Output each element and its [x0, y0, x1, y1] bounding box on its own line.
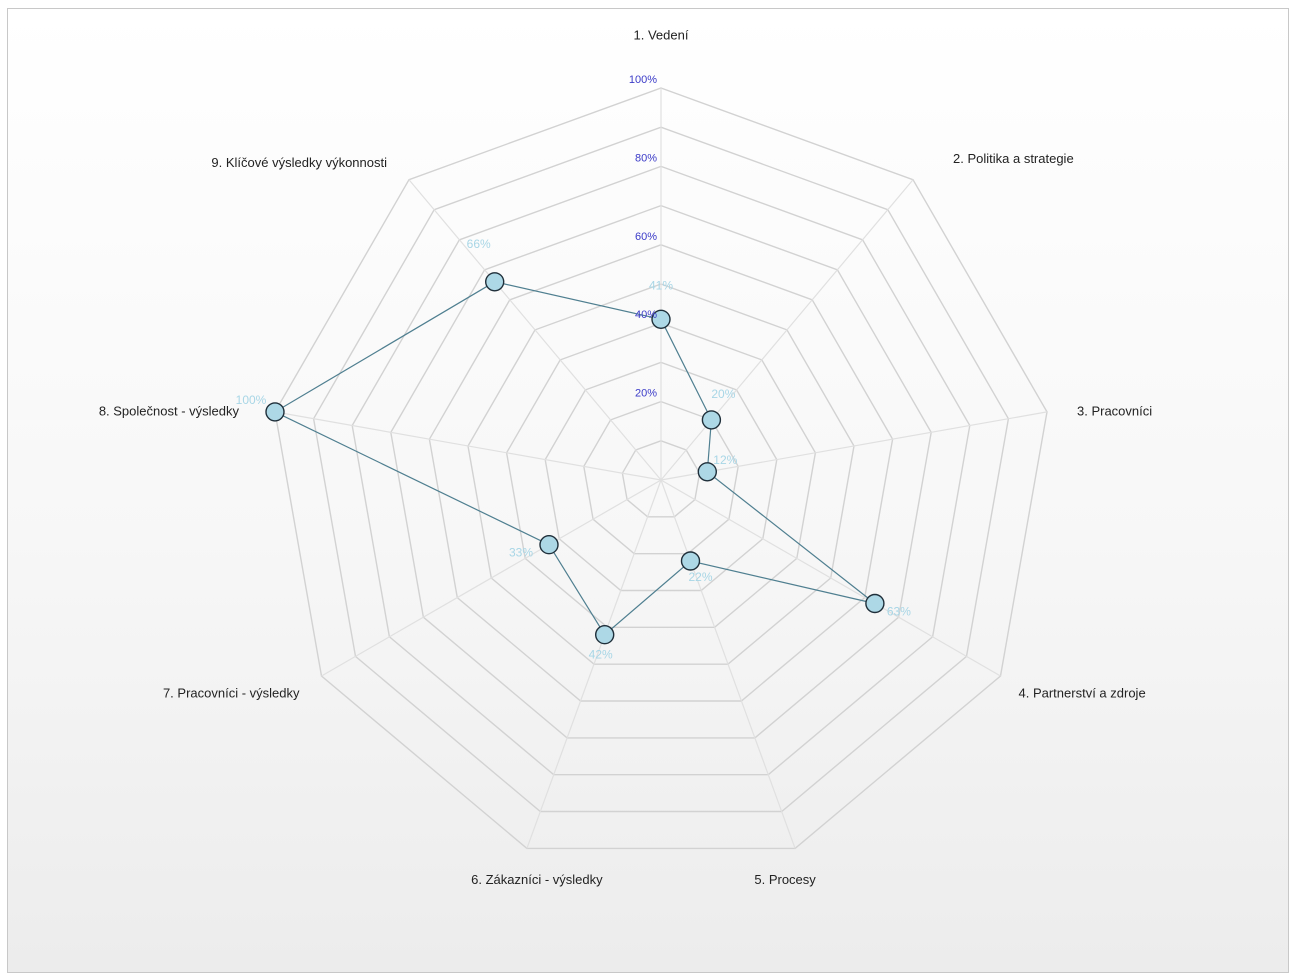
- category-label: 3. Pracovníci: [1077, 403, 1152, 418]
- axis-spoke: [526, 479, 662, 849]
- axis-spoke: [660, 411, 1048, 481]
- grid-ring: [312, 126, 1010, 813]
- data-point[interactable]: [485, 272, 505, 292]
- grid-ring: [583, 400, 739, 555]
- data-point[interactable]: [701, 410, 722, 430]
- radial-tick-label: 20%: [635, 388, 657, 400]
- data-label: 41%: [649, 278, 673, 292]
- grid-ring: [351, 165, 971, 776]
- category-label: 8. Společnost - výsledky: [99, 403, 240, 418]
- axis-spoke: [408, 179, 662, 481]
- axis-spoke: [660, 479, 1001, 677]
- category-label: 6. Zákazníci - výsledky: [471, 872, 603, 887]
- data-point[interactable]: [595, 625, 615, 645]
- grid-ring: [467, 283, 855, 665]
- grid-ring: [544, 361, 778, 592]
- data-label: 100%: [236, 393, 267, 407]
- category-label: 9. Klíčové výsledky výkonnosti: [211, 155, 387, 170]
- radial-tick-labels: 20% 40% 60% 80% 100%: [629, 74, 657, 400]
- data-label: 33%: [509, 546, 533, 560]
- data-label: 20%: [711, 387, 735, 401]
- data-point[interactable]: [651, 309, 671, 329]
- axis-spoke: [321, 479, 662, 677]
- data-point[interactable]: [865, 593, 885, 614]
- radar-series: [265, 272, 885, 645]
- grid-ring: [505, 322, 817, 628]
- axis-spoke: [660, 179, 914, 481]
- radial-tick-label: 60%: [635, 231, 657, 243]
- category-label: 4. Partnerství a zdroje: [1019, 685, 1146, 700]
- data-point[interactable]: [265, 402, 285, 422]
- series-line: [273, 281, 876, 636]
- data-point[interactable]: [680, 551, 701, 571]
- data-label: 12%: [713, 453, 737, 467]
- category-labels: 1. Vedení 2. Politika a strategie 3. Praco…: [99, 27, 1152, 886]
- data-point[interactable]: [539, 535, 559, 555]
- category-label: 1. Vedení: [634, 27, 689, 42]
- category-label: 7. Pracovníci - výsledky: [163, 685, 300, 700]
- radar-grid: [274, 87, 1048, 850]
- radial-tick-label: 40%: [635, 309, 657, 321]
- axis-spoke: [274, 411, 662, 481]
- data-label: 66%: [467, 237, 491, 251]
- grid-ring: [428, 244, 894, 702]
- grid-ring: [274, 87, 1048, 850]
- grid-ring: [390, 204, 932, 739]
- data-label: 42%: [589, 648, 613, 662]
- category-label: 5. Procesy: [754, 872, 816, 887]
- axis-spoke: [660, 479, 796, 849]
- radial-tick-label: 80%: [635, 152, 657, 164]
- grid-ring: [621, 440, 701, 518]
- data-label: 22%: [688, 570, 712, 584]
- data-point[interactable]: [697, 462, 717, 482]
- data-label: 63%: [887, 605, 911, 619]
- category-label: 2. Politika a strategie: [953, 151, 1074, 166]
- radial-tick-label: 100%: [629, 74, 657, 86]
- data-labels: 41% 20% 12% 63% 22% 42% 33% 100% 66%: [236, 237, 912, 662]
